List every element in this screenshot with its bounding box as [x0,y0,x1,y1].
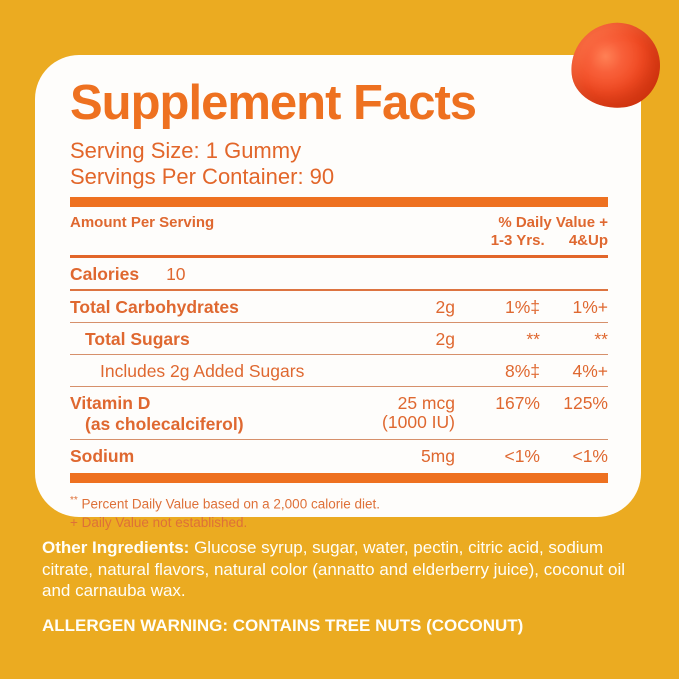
nutrient-subname: (as cholecalciferol) [85,413,244,434]
serving-info: Serving Size: 1 Gummy Servings Per Conta… [70,138,608,190]
other-ingredients-text: Glucose syrup, sugar, water, pectin, cit… [42,538,626,600]
daily-value-1-3yrs: 8%‡ [504,360,540,381]
daily-value-1-3yrs: 167% [495,392,540,413]
footnote: + Daily Value not established. [70,515,248,531]
supplement-facts-card: Supplement Facts Serving Size: 1 Gummy S… [35,55,641,530]
nutrient-name: Calories 10 [70,263,186,284]
table-row: Includes 2g Added Sugars 8%‡ 4%+ [70,355,608,387]
daily-value-header: % Daily Value + 1-3 Yrs. 4&Up [491,214,608,250]
allergen-warning: ALLERGEN WARNING: CONTAINS TREE NUTS (CO… [42,615,524,635]
daily-value-1-3yrs: ** [526,328,540,349]
nutrition-table: Calories 10 Total Carbohydrates 2g 1%‡ 1%+ Tot… [70,258,608,471]
nutrient-name: Includes 2g Added Sugars [100,360,305,381]
divider-bar-top [70,196,608,207]
other-ingredients-label: Other Ingredients: [42,538,190,557]
nutrient-amount: 2g [435,296,455,317]
table-row: Sodium 5mg <1% <1% [70,440,608,471]
other-ingredients: Other Ingredients: Glucose syrup, sugar,… [42,537,639,602]
col-1-3-yrs: 1-3 Yrs. [490,231,545,249]
daily-value-4up: 1%+ [572,296,608,317]
nutrient-name: Vitamin D (as cholecalciferol) [70,393,337,434]
footnote: ** Percent Daily Value based on a 2,000 … [70,494,380,512]
nutrient-amount: 10 [166,263,186,284]
supplement-facts-title: Supplement Facts [70,76,477,130]
footnotes: ** Percent Daily Value based on a 2,000 … [70,491,608,533]
daily-value-4up: ** [594,328,608,349]
divider-bar-bottom [70,472,608,483]
daily-value-1-3yrs: <1% [504,445,540,466]
nutrient-amount: 2g [435,328,455,349]
table-row: Total Carbohydrates 2g 1%‡ 1%+ [70,291,608,323]
daily-value-4up: <1% [572,445,608,466]
table-row: Total Sugars 2g ** ** [70,323,608,355]
servings-per-container: Servings Per Container: 90 [70,163,335,189]
daily-value-label: % Daily Value + [498,213,608,231]
table-header: Amount Per Serving % Daily Value + 1-3 Y… [70,207,608,258]
footer-text: Other Ingredients: Glucose syrup, sugar,… [42,537,639,636]
daily-value-4up: 4%+ [572,360,608,381]
col-4-and-up: 4&Up [568,231,608,249]
table-row: Calories 10 [70,258,608,291]
nutrient-amount: 25 mcg (1000 IU) [382,392,455,432]
table-row: Vitamin D (as cholecalciferol) 25 mcg (1000… [70,387,608,440]
nutrient-name: Sodium [70,445,135,466]
serving-size: Serving Size: 1 Gummy [70,137,302,163]
amount-per-serving-label: Amount Per Serving [70,213,215,231]
age-columns: 1-3 Yrs. 4&Up [491,232,608,250]
daily-value-1-3yrs: 1%‡ [504,296,540,317]
nutrient-amount: 5mg [420,445,455,466]
nutrient-name: Total Sugars [85,328,190,349]
nutrient-name: Total Carbohydrates [70,296,239,317]
daily-value-4up: 125% [563,392,608,413]
